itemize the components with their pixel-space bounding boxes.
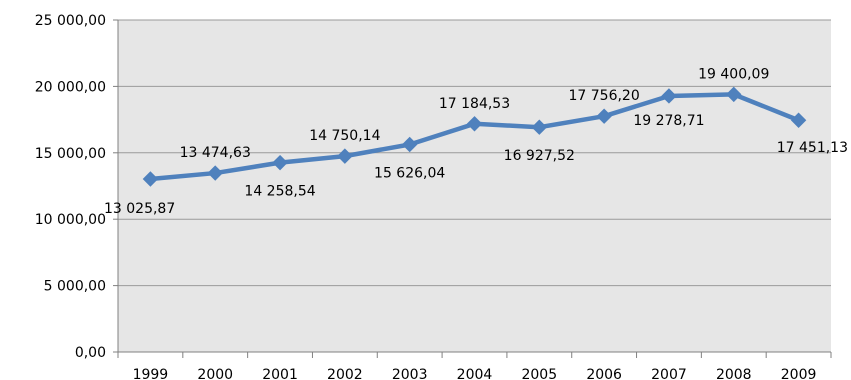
x-axis-tick-label: 2006 xyxy=(586,367,622,380)
data-point-marker xyxy=(531,119,548,135)
data-point-marker xyxy=(790,112,807,128)
data-point-marker xyxy=(466,116,483,132)
data-point-marker xyxy=(272,154,288,171)
plot-area xyxy=(118,20,831,352)
y-axis-tick-labels: 0,00 5 000,00 10 000,00 15 000,00 20 000,00 2… xyxy=(35,13,106,361)
data-point-marker xyxy=(401,136,418,153)
gridlines xyxy=(118,19,831,287)
x-axis-tick-label: 2009 xyxy=(781,367,817,380)
data-label: 17 756,20 xyxy=(569,88,640,104)
data-point-marker xyxy=(142,171,159,187)
data-point-marker xyxy=(661,88,677,104)
data-label: 17 184,53 xyxy=(439,96,510,112)
x-axis-tick-label: 1999 xyxy=(133,367,169,380)
data-label: 19 278,71 xyxy=(633,113,704,129)
y-axis-tick-label: 20 000,00 xyxy=(35,79,106,95)
data-point-marker xyxy=(207,165,223,181)
data-point-marker xyxy=(596,108,612,124)
y-axis-tick-label: 5 000,00 xyxy=(44,279,106,295)
x-axis-tick-labels: 1999 2000 2001 2002 2003 2004 2005 2006 2007 2008… xyxy=(133,367,817,380)
series-marker-layer xyxy=(142,86,807,187)
data-label: 15 626,04 xyxy=(374,165,445,181)
y-axis-tick-label: 15 000,00 xyxy=(35,146,106,162)
x-axis-tick-label: 2007 xyxy=(651,367,687,380)
data-point-marker xyxy=(337,148,353,164)
x-axis-tick-label: 2004 xyxy=(457,367,493,380)
x-axis-tick-label: 2008 xyxy=(716,367,752,380)
x-axis-tick-label: 2000 xyxy=(197,367,233,380)
y-axis-tick-label: 0,00 xyxy=(75,345,106,361)
data-label: 13 025,87 xyxy=(104,201,175,217)
x-axis-tick-label: 2003 xyxy=(392,367,428,380)
y-axis-tick-label: 25 000,00 xyxy=(35,13,106,29)
data-label: 14 750,14 xyxy=(309,128,380,144)
data-label: 14 258,54 xyxy=(244,184,315,200)
y-axis-tick-label: 10 000,00 xyxy=(35,212,106,228)
data-label-layer: 13 025,87 13 474,63 14 258,54 14 750,14 15 6… xyxy=(104,66,848,217)
x-axis-tick-label: 2002 xyxy=(327,367,363,380)
data-label: 19 400,09 xyxy=(698,66,769,82)
x-axis-tick-label: 2005 xyxy=(521,367,557,380)
data-label: 16 927,52 xyxy=(504,148,575,164)
data-label: 17 451,13 xyxy=(777,140,848,156)
axes xyxy=(113,19,832,358)
data-label: 13 474,63 xyxy=(180,145,251,161)
x-axis-tick-label: 2001 xyxy=(262,367,298,380)
data-point-marker xyxy=(726,86,742,103)
